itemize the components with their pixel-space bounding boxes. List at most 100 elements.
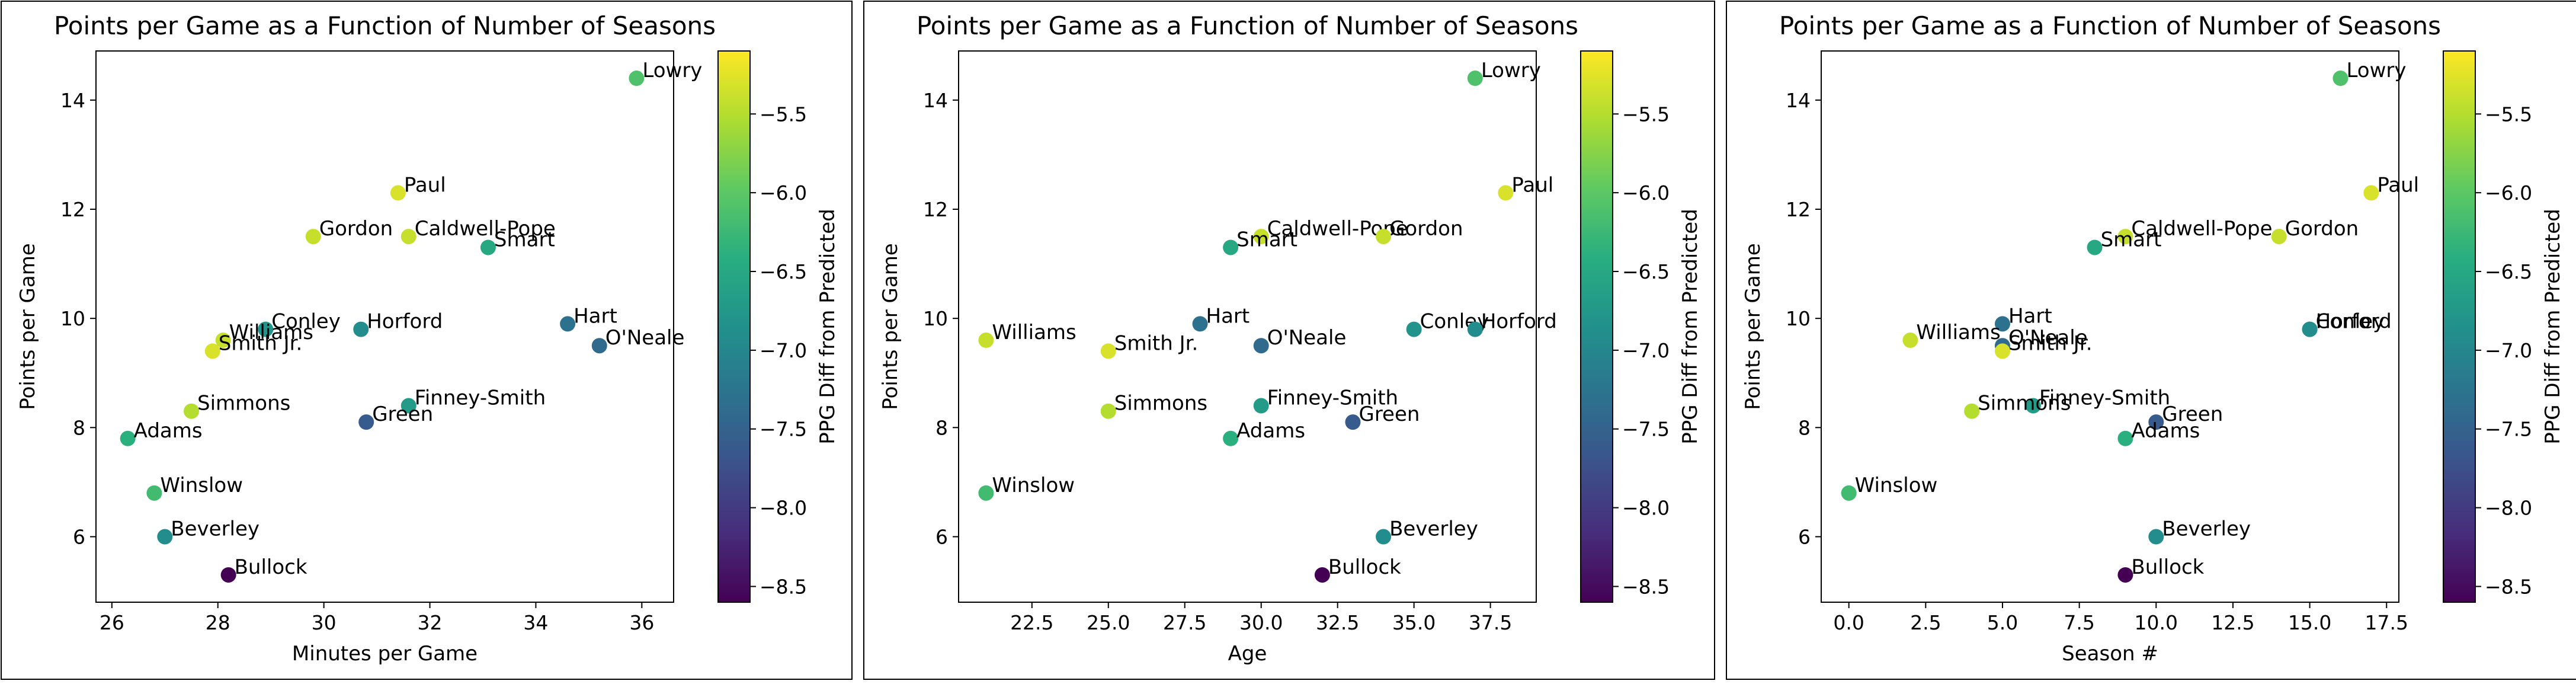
data-point-label: Adams [2131,419,2200,443]
data-point[interactable] [2087,239,2103,255]
x-tick-label: 22.5 [1010,611,1053,634]
colorbar-tick-label: −8.0 [1622,497,1670,520]
data-point-label: Beverley [1389,517,1478,541]
x-tick-label: 17.5 [2365,611,2408,634]
data-point-label: Beverley [2162,517,2251,541]
data-point-label: O'Neale [605,326,685,350]
data-point[interactable] [358,414,374,430]
data-point[interactable] [1192,316,1208,332]
data-point[interactable] [1467,71,1483,87]
data-point-label: Simmons [197,392,290,415]
data-point[interactable] [2025,398,2041,414]
y-tick-label: 10 [923,307,948,330]
data-point[interactable] [560,316,576,332]
colorbar-label: PPG Diff from Predicted [2541,209,2565,445]
x-axis-label: Minutes per Game [292,642,478,666]
data-point[interactable] [1345,414,1361,430]
data-point[interactable] [157,529,173,545]
data-point[interactable] [1467,321,1483,337]
panel-border [863,1,1715,680]
data-point-label: Conley [2316,310,2385,334]
data-point[interactable] [2363,185,2379,201]
data-point[interactable] [1841,485,1857,501]
chart-title: Points per Game as a Function of Number … [1779,11,2441,40]
data-point-label: Horford [1481,310,1557,334]
data-point-label: Adams [1236,419,1305,443]
data-point[interactable] [184,403,200,419]
plot-area [958,50,1537,603]
data-point[interactable] [1964,403,1980,419]
colorbar-tick-label: −6.0 [760,181,807,204]
data-point[interactable] [1994,343,2010,359]
y-tick-label: 8 [1798,416,1811,439]
data-point[interactable] [1253,338,1269,354]
data-point[interactable] [1376,529,1392,545]
x-tick-label: 30 [312,611,337,634]
colorbar-tick-label: −5.5 [760,103,807,126]
data-point[interactable] [401,229,416,245]
data-point-label: Finney-Smith [415,386,546,410]
data-point-label: Beverley [171,517,259,541]
x-tick-label: 5.0 [1987,611,2018,634]
data-point[interactable] [353,321,369,337]
data-point[interactable] [1100,343,1116,359]
x-tick-label: 0.0 [1833,611,1864,634]
data-point[interactable] [204,343,220,359]
data-point[interactable] [1253,398,1269,414]
data-point[interactable] [215,333,231,349]
data-point-label: Smart [2101,228,2162,251]
data-point[interactable] [401,398,416,414]
data-point[interactable] [480,239,496,255]
data-point[interactable] [220,567,236,583]
data-point[interactable] [2148,414,2164,430]
data-point[interactable] [1253,229,1269,245]
data-point-label: Green [372,402,433,426]
data-point[interactable] [1994,316,2010,332]
data-point[interactable] [2271,229,2287,245]
data-point-label: Lowry [1481,59,1541,82]
data-point[interactable] [120,430,136,446]
colorbar [1580,50,1613,603]
data-point[interactable] [629,71,645,87]
x-tick-label: 27.5 [1163,611,1206,634]
colorbar-tick-label: −7.0 [2485,339,2532,362]
x-tick-label: 26 [100,611,124,634]
colorbar-tick-label: −8.0 [760,497,807,520]
data-point[interactable] [1376,229,1392,245]
data-point-label: Williams [1916,321,2000,344]
data-point[interactable] [978,485,994,501]
x-tick-label: 32.5 [1316,611,1359,634]
data-point[interactable] [1223,239,1239,255]
data-point-label: Lowry [642,59,702,82]
data-point[interactable] [1100,403,1116,419]
data-point[interactable] [1498,185,1514,201]
data-point[interactable] [1406,321,1422,337]
data-point[interactable] [591,338,607,354]
data-point-label: Caldwell-Pope [415,217,556,241]
data-point[interactable] [1223,430,1239,446]
data-point[interactable] [146,485,162,501]
data-point[interactable] [2148,529,2164,545]
data-point[interactable] [1902,333,1918,349]
data-point[interactable] [390,185,406,201]
colorbar-tick-label: −5.5 [2485,103,2532,126]
data-point[interactable] [305,229,321,245]
y-tick-label: 14 [923,89,948,112]
x-axis-label: Season # [2062,642,2158,666]
colorbar-tick-label: −7.5 [2485,418,2532,441]
data-point-label: Horford [367,310,443,334]
colorbar-tick-label: −5.5 [1622,103,1670,126]
data-point[interactable] [258,321,274,337]
data-point[interactable] [2117,430,2133,446]
data-point[interactable] [2302,321,2318,337]
data-point-label: Caldwell-Pope [2131,217,2272,241]
data-point-label: Gordon [319,217,393,241]
data-point-label: Winslow [1855,474,1938,497]
y-tick-label: 12 [60,198,85,221]
data-point[interactable] [2333,71,2348,87]
data-point[interactable] [2117,567,2133,583]
colorbar-label: PPG Diff from Predicted [1678,209,1702,445]
data-point[interactable] [978,333,994,349]
data-point[interactable] [2117,229,2133,245]
data-point[interactable] [1314,567,1330,583]
